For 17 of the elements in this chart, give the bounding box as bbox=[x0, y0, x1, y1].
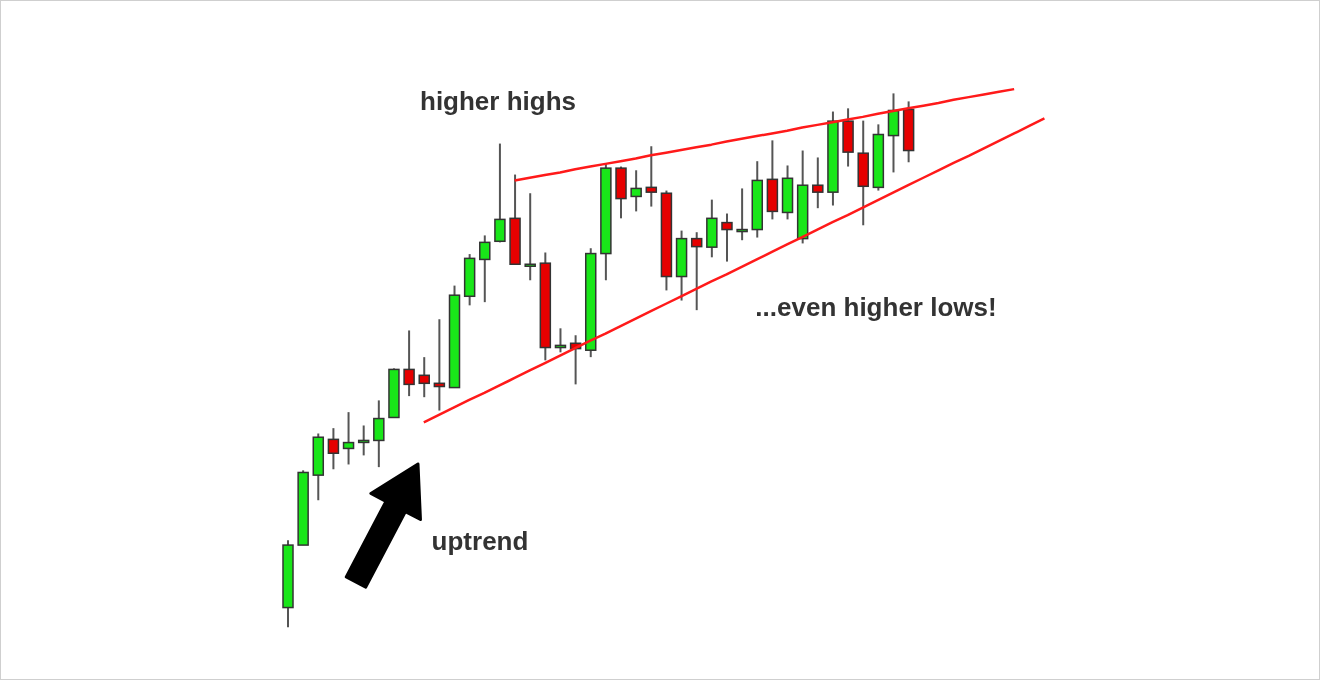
candlestick bbox=[418, 356, 430, 399]
candlestick bbox=[630, 169, 642, 213]
annotation: ...even higher lows! bbox=[755, 292, 997, 322]
annotation: higher highs bbox=[420, 86, 576, 116]
candlestick bbox=[479, 234, 491, 304]
candlestick bbox=[690, 231, 703, 312]
annotation: uptrend bbox=[431, 526, 529, 556]
candlestick bbox=[494, 142, 506, 244]
candlestick bbox=[721, 212, 733, 263]
candlestick bbox=[327, 427, 340, 471]
candlestick bbox=[645, 145, 658, 208]
candlestick bbox=[403, 329, 415, 398]
candlestick bbox=[373, 399, 385, 469]
candlestick bbox=[812, 156, 824, 210]
candlestick bbox=[736, 187, 748, 242]
candlestick bbox=[342, 411, 355, 466]
candlestick bbox=[524, 192, 536, 282]
